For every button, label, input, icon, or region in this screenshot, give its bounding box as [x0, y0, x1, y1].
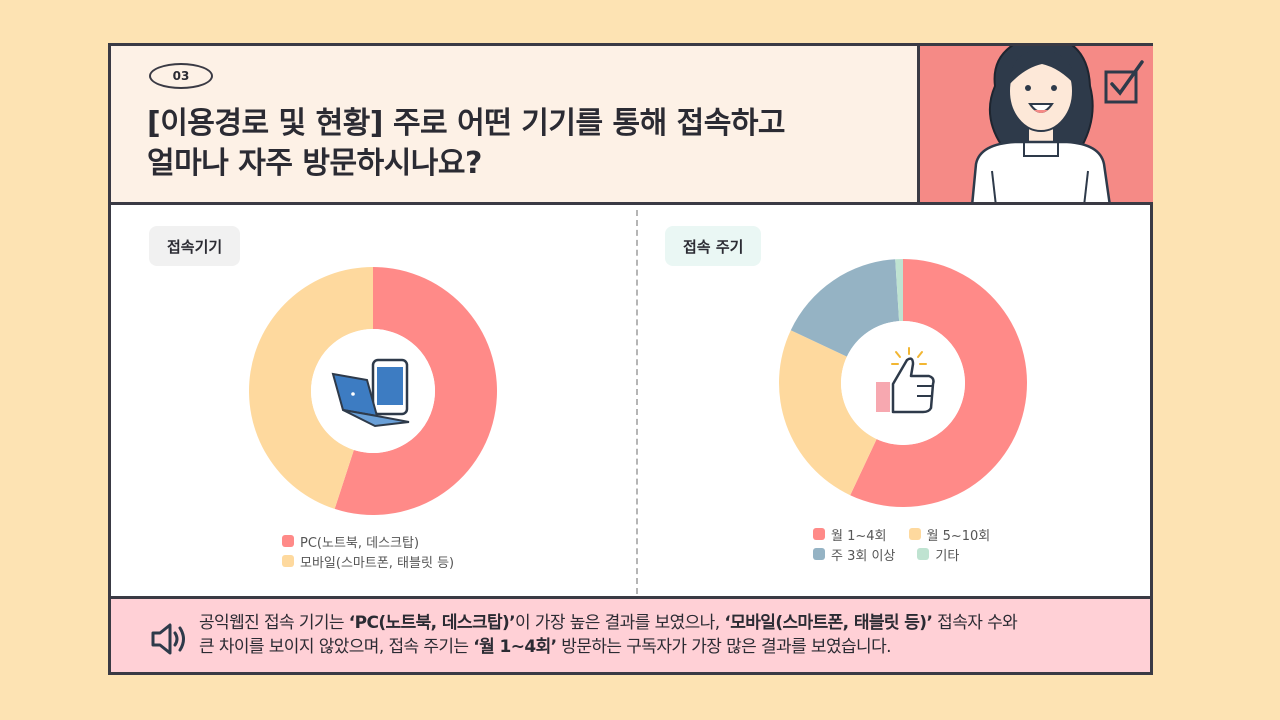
legend-item-month-1-4: 월 1~4회 — [813, 525, 887, 544]
summary-part-6: 큰 차이를 보이지 않았으며, 접속 주기는 — [199, 637, 474, 657]
device-legend: PC(노트북, 데스크탑) 모바일(스마트폰, 태블릿 등) — [282, 531, 454, 571]
title-line-2: 얼마나 자주 방문하시나요? — [147, 146, 482, 181]
summary-text: 공익웹진 접속 기기는 ‘PC(노트북, 데스크탑)’이 가장 높은 결과를 보… — [199, 611, 1139, 659]
legend-label-mobile: 모바일(스마트폰, 태블릿 등) — [300, 555, 455, 571]
legend-swatch-month-1-4 — [813, 528, 825, 540]
frequency-tag: 접속 주기 — [665, 226, 762, 266]
woman-illustration — [971, 46, 1144, 202]
summary-part-1: 공익웹진 접속 기기는 — [199, 613, 349, 633]
frequency-slice-2 — [790, 259, 900, 357]
summary-part-5: 접속자 수와 — [932, 613, 1018, 633]
frequency-legend-row-2: 주 3회 이상 기타 — [813, 544, 1012, 564]
device-slice-0 — [334, 267, 497, 515]
summary-part-3: 이 가장 높은 결과를 보였으나, — [515, 613, 725, 633]
section-number-badge: 03 — [149, 63, 213, 89]
legend-item-mobile: 모바일(스마트폰, 태블릿 등) — [282, 551, 454, 571]
legend-swatch-month-5-10 — [908, 528, 921, 540]
frequency-slice-1 — [779, 330, 877, 496]
portrait-panel — [917, 46, 1153, 205]
frequency-slice-3 — [895, 259, 903, 322]
header: 03 [이용경로 및 현황] 주로 어떤 기기를 통해 접속하고 얼마나 자주 … — [111, 46, 917, 205]
summary-highlight-mobile: ‘모바일(스마트폰, 태블릿 등)’ — [724, 613, 933, 633]
legend-item-week-3-plus: 주 3회 이상 — [813, 545, 895, 564]
checkbox-icon — [1104, 60, 1144, 104]
summary-highlight-pc: ‘PC(노트북, 데스크탑)’ — [348, 613, 516, 633]
legend-swatch-pc — [282, 535, 294, 547]
legend-label-pc: PC(노트북, 데스크탑) — [300, 535, 420, 551]
legend-label-month-1-4: 월 1~4회 — [831, 528, 887, 544]
legend-label-month-5-10: 월 5~10회 — [926, 528, 991, 544]
summary-part-8: 방문하는 구독자가 가장 많은 결과를 보였습니다. — [556, 637, 891, 657]
legend-item-month-5-10: 월 5~10회 — [908, 525, 991, 544]
slide-frame: 03 [이용경로 및 현황] 주로 어떤 기기를 통해 접속하고 얼마나 자주 … — [108, 43, 1153, 675]
legend-label-other: 기타 — [935, 548, 960, 564]
frequency-slice-0 — [850, 259, 1027, 507]
legend-label-week-3-plus: 주 3회 이상 — [831, 548, 896, 564]
title-line-1: [이용경로 및 현황] 주로 어떤 기기를 통해 접속하고 — [147, 106, 786, 141]
legend-item-pc: PC(노트북, 데스크탑) — [282, 531, 454, 551]
legend-item-other: 기타 — [917, 545, 959, 564]
legend-swatch-mobile — [282, 555, 294, 567]
frequency-legend-row-1: 월 1~4회 월 5~10회 — [813, 524, 1012, 544]
summary-highlight-frequency: ‘월 1~4회’ — [473, 637, 557, 657]
legend-swatch-other — [917, 548, 930, 560]
speaker-icon — [151, 623, 185, 655]
device-tag: 접속기기 — [149, 226, 241, 266]
laptop-phone-icon — [331, 358, 410, 428]
legend-swatch-week-3-plus — [813, 548, 825, 560]
frequency-legend: 월 1~4회 월 5~10회 주 3회 이상 기타 — [813, 524, 1012, 564]
device-slice-1 — [249, 267, 373, 509]
panel-divider — [636, 210, 638, 594]
page-title: [이용경로 및 현황] 주로 어떤 기기를 통해 접속하고 얼마나 자주 방문하… — [147, 104, 917, 184]
summary-footer: 공익웹진 접속 기기는 ‘PC(노트북, 데스크탑)’이 가장 높은 결과를 보… — [111, 596, 1150, 672]
thumbs-up-icon — [876, 347, 935, 414]
